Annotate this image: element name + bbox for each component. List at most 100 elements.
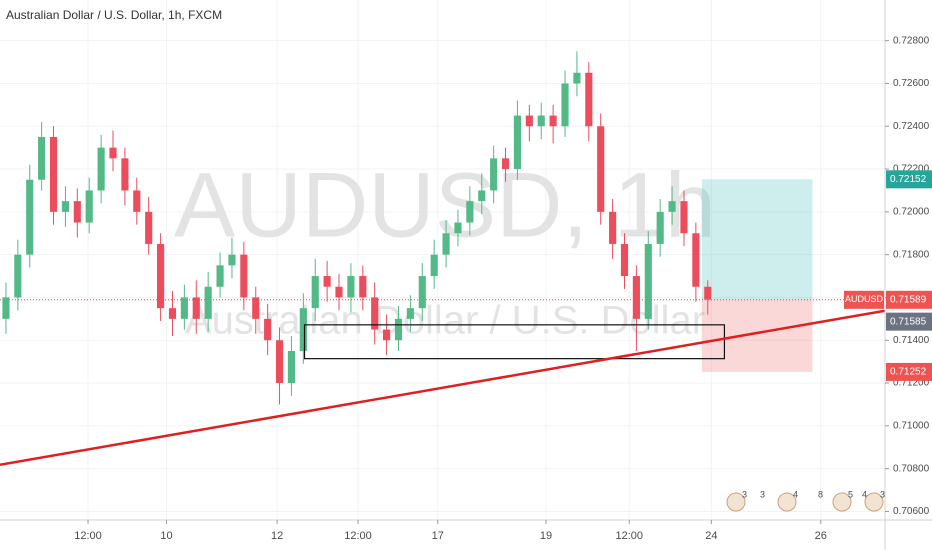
event-icon — [864, 492, 884, 512]
candle-body — [204, 286, 212, 319]
x-tick-label: 26 — [815, 530, 827, 542]
candle-body — [597, 126, 605, 212]
candle-body — [692, 233, 700, 287]
price-tag — [886, 170, 932, 189]
candle-body — [97, 147, 105, 191]
candle-body — [216, 265, 224, 287]
candle-body — [180, 297, 188, 319]
candle-body — [585, 72, 593, 127]
event-count: 4 — [862, 489, 867, 499]
x-tick-label: 10 — [160, 530, 172, 542]
candle-body — [704, 286, 712, 300]
y-tick-label: 0.70800 — [893, 463, 930, 474]
y-tick-label: 0.72000 — [893, 206, 930, 217]
candle-body — [668, 201, 676, 212]
candle-body — [359, 276, 367, 298]
candle-body — [264, 318, 272, 341]
watermark-subtitle: Australian Dollar / U.S. Dollar — [185, 299, 705, 343]
candle-body — [335, 286, 343, 298]
x-tick-label: 19 — [540, 530, 552, 542]
axes: 0.706000.708000.710000.712000.714000.716… — [74, 35, 932, 542]
y-tick-label: 0.72200 — [893, 164, 930, 175]
price-tag — [886, 290, 932, 309]
candle-body — [252, 297, 260, 319]
candle-body — [371, 297, 379, 330]
x-tick-label: 12:00 — [74, 530, 102, 542]
candle-body — [430, 254, 438, 277]
candle-body — [347, 276, 355, 298]
x-tick-label: 24 — [705, 530, 717, 542]
candle-body — [513, 115, 522, 170]
event-icon — [832, 492, 852, 512]
candle-body — [133, 190, 141, 212]
event-count: 5 — [848, 489, 853, 499]
candle-body — [121, 158, 129, 191]
candle-body — [466, 201, 474, 223]
candle-body — [85, 190, 93, 223]
x-tick-label: 12:00 — [344, 530, 372, 542]
candle-body — [275, 340, 284, 384]
candle-body — [299, 308, 307, 351]
y-tick-label: 0.71800 — [893, 249, 930, 260]
candle-body — [418, 276, 426, 309]
y-tick-label: 0.71400 — [893, 335, 930, 346]
plot — [0, 51, 886, 467]
chart-title: Australian Dollar / U.S. Dollar, 1h, FXC… — [6, 8, 222, 22]
price-tag-label: 0.71585 — [890, 316, 927, 327]
candle-body — [549, 115, 557, 127]
candle-body — [192, 297, 200, 319]
price-tag — [886, 312, 932, 331]
candle-body — [26, 179, 34, 255]
candle-body — [478, 190, 486, 202]
candle-body — [287, 350, 295, 384]
candle-body — [109, 147, 117, 159]
loss-zone — [701, 299, 813, 372]
candle-body — [49, 136, 58, 212]
price-tag-label: 0.71252 — [890, 367, 927, 378]
x-tick-label: 17 — [432, 530, 444, 542]
event-icon — [726, 492, 746, 512]
candle-body — [323, 276, 331, 287]
candle-body — [490, 158, 498, 191]
trend-line — [0, 309, 886, 467]
zone-box — [303, 324, 726, 360]
candle-body — [620, 243, 629, 277]
x-tick-label: 12:00 — [615, 530, 643, 542]
candle-body — [61, 201, 69, 212]
candle-body — [501, 158, 510, 170]
candle-body — [561, 83, 569, 127]
candle-body — [537, 115, 545, 127]
y-tick-label: 0.72600 — [893, 78, 930, 89]
candle-body — [632, 276, 640, 319]
candle-body — [680, 201, 688, 234]
candle-body — [383, 329, 391, 341]
candle-body — [145, 211, 153, 244]
candle-body — [240, 254, 248, 298]
event-count: 3 — [742, 489, 747, 499]
candle-body — [228, 254, 236, 266]
candle-body — [644, 243, 652, 319]
event-count: 4 — [793, 489, 798, 499]
candle-body — [311, 276, 319, 309]
candle-body — [73, 201, 81, 223]
candle-body — [454, 222, 462, 234]
y-tick-label: 0.72800 — [893, 35, 930, 46]
y-tick-label: 0.70600 — [893, 506, 930, 517]
candle-body — [573, 72, 581, 84]
candle-body — [394, 318, 403, 341]
candle-body — [609, 211, 617, 244]
price-tag-label: 0.72152 — [890, 174, 927, 185]
price-tag-label: 0.71589 — [890, 294, 927, 305]
candle-body — [157, 243, 165, 309]
event-count: 3 — [760, 489, 765, 499]
candle-body — [14, 254, 22, 298]
event-count: 8 — [818, 489, 823, 499]
y-tick-label: 0.71200 — [893, 378, 930, 389]
candle-body — [656, 211, 664, 244]
profit-zone — [701, 179, 813, 300]
candle-body — [442, 233, 450, 255]
candle-body — [2, 297, 10, 319]
y-tick-label: 0.71000 — [893, 420, 930, 431]
